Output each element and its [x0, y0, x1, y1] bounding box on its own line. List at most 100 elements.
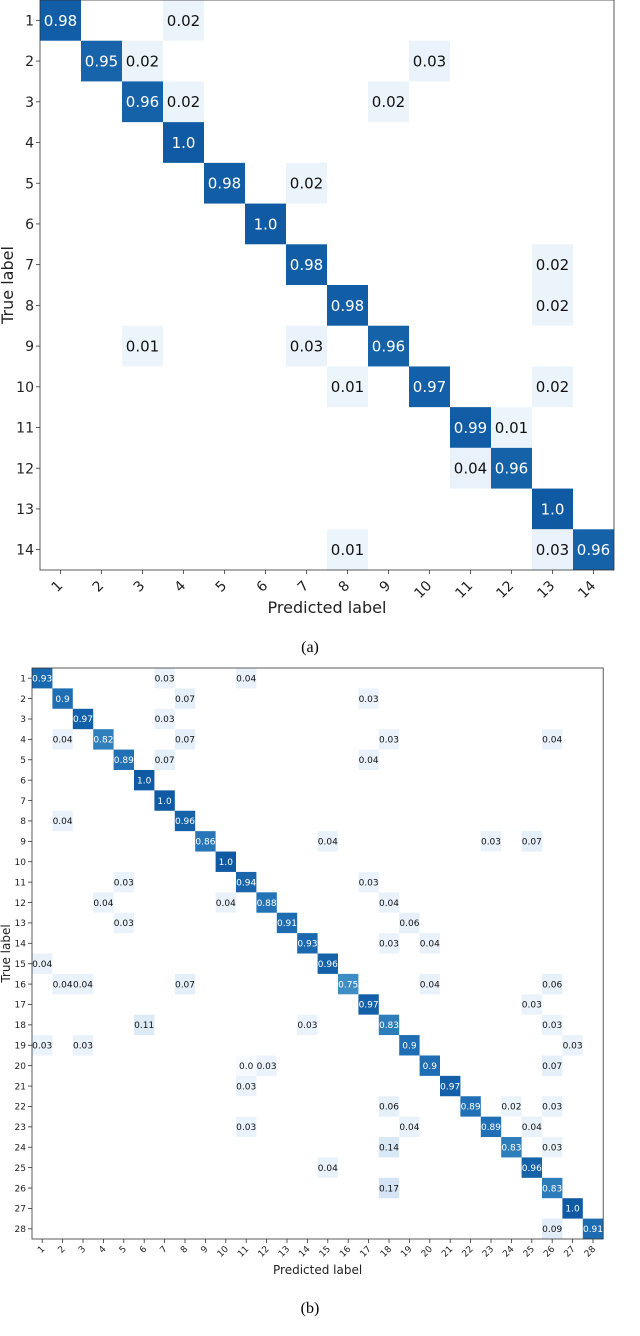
cell-value: 0.88	[257, 899, 277, 909]
cell-value: 0.03	[522, 1001, 542, 1011]
cell-value: 0.03	[257, 1062, 277, 1072]
cell-value: 0.04	[399, 1123, 419, 1133]
matrix-frame	[31, 667, 604, 1240]
cell-value: 0.95	[85, 52, 118, 70]
matrix-cell	[480, 1116, 502, 1138]
cell-value: 1.0	[219, 858, 234, 868]
cell-value: 0.02	[126, 52, 159, 70]
y-tick-label: 11	[16, 421, 34, 437]
matrix-cell	[521, 1157, 542, 1178]
x-tick-label: 10	[411, 578, 435, 602]
matrix-cell	[399, 1035, 420, 1056]
y-tick-label: 7	[20, 797, 26, 807]
cell-value: 1.0	[172, 134, 196, 152]
matrix-cell	[440, 1075, 461, 1097]
cell-value: 0.03	[297, 1021, 317, 1031]
cell-value: 0.07	[522, 838, 542, 848]
cell-value: 0.03	[542, 1103, 562, 1113]
y-tick-label: 6	[20, 776, 26, 786]
x-tick-label: 15	[318, 1244, 333, 1259]
x-tick-label: 1	[49, 578, 67, 596]
cell-value: 0.03	[236, 1082, 256, 1092]
cell-value: 0.14	[379, 1143, 399, 1153]
matrix-cell	[562, 1198, 583, 1219]
x-tick-label: 23	[481, 1244, 496, 1259]
cell-value: 0.04	[359, 756, 379, 766]
cell-value: 0.97	[359, 1001, 379, 1011]
cell-value: 0.02	[536, 378, 569, 396]
matrix-cell	[72, 973, 94, 995]
cell-value: 0.03	[32, 1042, 52, 1052]
matrix-cell	[532, 488, 573, 530]
confusion-matrix-b: 0.93 0.03 0.040.9 0.07 0.030.97 0.030.04 0.82 0…	[0, 667, 604, 1317]
x-axis-label: Predicted label	[273, 1263, 362, 1277]
matrix-cell	[204, 162, 245, 204]
cell-value: 0.03	[379, 940, 399, 950]
cell-value: 0.03	[563, 1042, 583, 1052]
x-tick-label: 27	[563, 1244, 578, 1259]
x-tick-label: 11	[452, 578, 476, 602]
matrix-cell	[491, 447, 532, 489]
matrix-cell	[358, 749, 379, 770]
confusion-matrix-a: 0.98 0.02 0.95 0.02 0.03 0.96 0.02 0.02 1.0 0.98 0…	[0, 0, 615, 656]
cell-value: 0.02	[536, 256, 569, 274]
cell-value: 0.91	[583, 1225, 603, 1235]
x-tick-label: 6	[254, 578, 272, 596]
matrix-cell	[286, 325, 327, 367]
matrix-cell	[154, 749, 175, 770]
cell-value: 0.07	[175, 695, 195, 705]
y-tick-label: 13	[15, 919, 26, 929]
matrix-cell	[276, 912, 298, 934]
matrix-cell	[480, 831, 502, 852]
cell-value: 0.96	[495, 460, 528, 478]
x-axis-label: Predicted label	[268, 598, 387, 617]
matrix-cell	[450, 447, 491, 489]
x-tick-label: 9	[377, 578, 395, 596]
matrix-cell	[93, 729, 114, 750]
matrix-cell	[399, 912, 420, 934]
matrix-cell	[81, 40, 122, 82]
matrix-cell	[327, 285, 368, 326]
y-tick-label: 14	[16, 543, 34, 559]
matrix-cell	[419, 973, 440, 995]
cell-value: 0.06	[379, 1103, 399, 1113]
matrix-cell	[113, 749, 134, 770]
matrix-cell	[195, 831, 216, 852]
matrix-cell	[163, 81, 204, 123]
y-tick-label: 9	[25, 339, 34, 355]
y-tick-label: 20	[15, 1062, 27, 1072]
x-tick-label: 1	[36, 1244, 47, 1255]
matrix-cell	[154, 708, 175, 730]
y-tick-label: 16	[15, 980, 27, 990]
y-tick-label: 17	[15, 1001, 26, 1011]
matrix-cell	[32, 953, 53, 974]
cell-value: 0.07	[175, 736, 195, 746]
cell-value: 0.03	[114, 878, 134, 888]
cell-value: 0.04	[53, 980, 73, 990]
matrix-cell	[256, 892, 277, 913]
x-tick-label: 11	[236, 1244, 251, 1259]
matrix-cell	[501, 1096, 522, 1117]
cell-value: 0.11	[134, 1021, 154, 1031]
cell-value: 0.04	[32, 960, 52, 970]
x-tick-label: 2	[90, 578, 108, 596]
y-axis-label: True label	[0, 246, 17, 325]
cell-value: 0.17	[379, 1184, 399, 1194]
y-tick-label: 15	[15, 960, 26, 970]
y-tick-label: 7	[25, 258, 34, 274]
x-tick-label: 17	[359, 1244, 374, 1259]
x-tick-label: 9	[199, 1244, 210, 1255]
cell-value: 0.02	[290, 175, 323, 193]
matrix-cell	[378, 892, 400, 913]
cell-value: 0.02	[501, 1103, 521, 1113]
matrix-cell	[378, 933, 400, 954]
x-tick-label: 28	[583, 1244, 598, 1259]
matrix-cell	[286, 162, 327, 204]
x-tick-label: 13	[277, 1244, 292, 1259]
cell-value: 0.83	[542, 1184, 562, 1194]
matrix-cell	[113, 871, 134, 893]
cell-value: 0.04	[542, 736, 562, 746]
cell-value: 0.02	[536, 297, 569, 315]
cell-value: 0.98	[290, 256, 323, 274]
